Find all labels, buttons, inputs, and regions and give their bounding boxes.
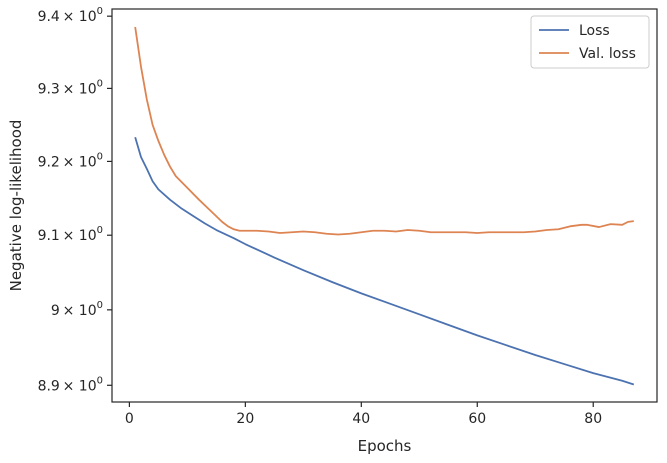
x-tick-label: 80 <box>584 411 602 427</box>
plot-frame <box>111 8 658 403</box>
y-tick-label: 9.3 × 100 <box>38 78 103 97</box>
x-tick-label: 40 <box>352 411 370 427</box>
x-tick-label: 20 <box>236 411 254 427</box>
legend-items: Loss Val. loss <box>539 23 636 62</box>
x-axis-ticks: 0 20 40 60 80 <box>125 402 602 427</box>
series-line-2 <box>134 26 634 236</box>
y-tick-label: 9.2 × 100 <box>38 151 103 170</box>
y-tick-label: 8.9 × 100 <box>38 375 103 394</box>
legend-box <box>530 15 650 69</box>
y-axis-ticks: 8.9 × 100 9 × 100 9.1 × 100 9.2 × 100 9.3 × … <box>38 6 112 394</box>
x-axis-label: Epochs <box>358 437 412 455</box>
y-tick-label: 9.4 × 100 <box>38 6 103 25</box>
series-line-1 <box>134 136 635 386</box>
plot-lines <box>134 26 635 386</box>
x-tick-label: 0 <box>125 411 134 427</box>
y-tick-label: 9 × 100 <box>51 300 103 319</box>
legend-label: Loss <box>579 23 610 39</box>
legend-label: Val. loss <box>579 46 636 62</box>
y-axis-label: Negative log-likelihood <box>7 120 25 292</box>
x-tick-label: 60 <box>468 411 486 427</box>
legend: Loss Val. loss <box>530 15 650 69</box>
y-tick-label: 9.1 × 100 <box>38 225 103 244</box>
